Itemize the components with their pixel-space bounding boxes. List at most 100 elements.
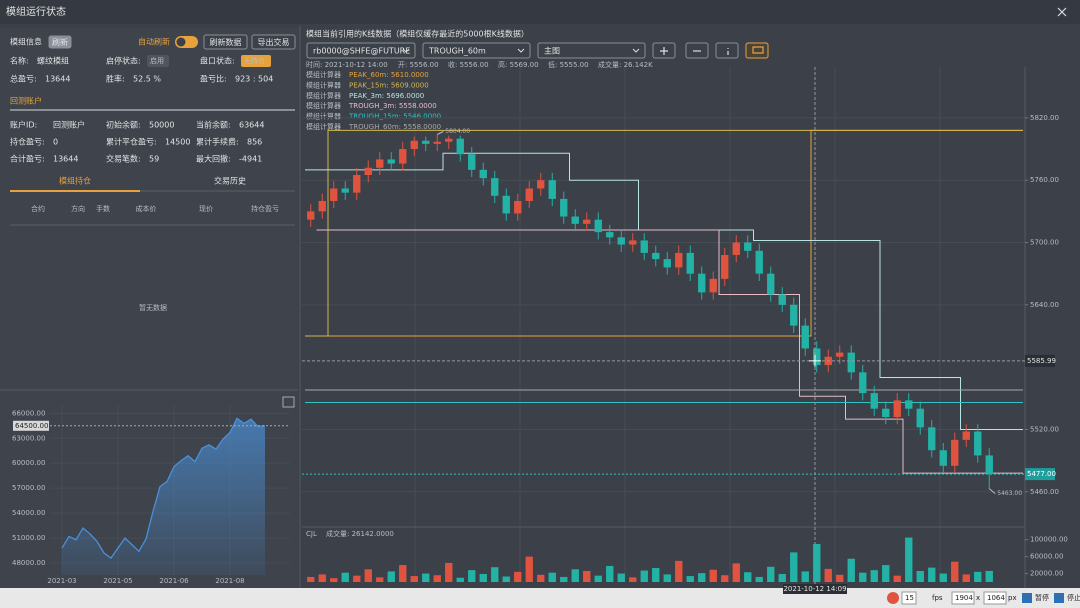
volume-bar	[502, 576, 510, 582]
tool-button[interactable]	[745, 42, 769, 59]
field-value: 923 : 504	[235, 75, 273, 84]
candle-body	[606, 232, 614, 238]
field-label: 当前余额:	[196, 120, 231, 130]
volume-bar	[456, 577, 464, 582]
volume-bar	[537, 574, 545, 582]
volume-bar	[859, 572, 867, 582]
field-value: 无持仓	[244, 56, 265, 65]
y-tick-label: 51000.00	[12, 534, 45, 542]
legend-prefix: 模组计算器	[306, 112, 341, 121]
volume-bar	[479, 573, 487, 582]
candle-body	[376, 159, 384, 168]
candle-body	[629, 240, 637, 245]
select-caret	[517, 48, 525, 53]
current-price-box	[1025, 468, 1055, 481]
field-value: 14500	[165, 138, 190, 147]
volume-bar	[399, 565, 407, 582]
volume-bar	[445, 562, 453, 582]
legend-prefix: 模组计算器	[306, 91, 341, 100]
volume-bar	[491, 567, 499, 582]
crosshair-price: 5585.99	[1027, 357, 1056, 365]
title-bar	[0, 0, 1080, 24]
field-label: 累计平仓盈亏:	[106, 137, 157, 147]
ohlc-info: 高: 5569.00	[498, 60, 539, 69]
volume-bar	[410, 576, 418, 582]
volume-bar	[732, 563, 740, 582]
candle-body	[778, 294, 786, 305]
ohlc-info: 时间: 2021-10-12 14:00	[306, 60, 388, 69]
zoom-button[interactable]	[282, 396, 295, 408]
candle-body	[709, 278, 717, 293]
close-button[interactable]	[1057, 7, 1067, 17]
volume-bar	[571, 569, 579, 582]
candle-body	[410, 140, 418, 150]
volume-bar	[951, 561, 959, 582]
stop-icon[interactable]	[1054, 593, 1064, 603]
candle-body	[537, 180, 545, 189]
tab[interactable]: 模组持仓	[59, 176, 91, 186]
y-tick-label: 54000.00	[12, 509, 45, 517]
ohlc-info: 成交量: 26.142K	[598, 60, 653, 69]
candle-body	[882, 408, 890, 417]
status-text: fps	[932, 594, 943, 602]
select-box[interactable]	[306, 42, 416, 59]
field-label: 胜率:	[106, 74, 125, 84]
select-box[interactable]	[422, 42, 531, 59]
field-value: 50000	[149, 121, 174, 130]
volume-bar	[433, 575, 441, 582]
status-field	[951, 591, 975, 605]
field-label: 盘口状态:	[200, 56, 235, 66]
ohlc-info: 开: 5556.00	[398, 61, 439, 69]
tool-icon	[660, 47, 668, 55]
candle-body	[560, 198, 568, 217]
current-box	[13, 420, 49, 431]
refresh-data-button-box[interactable]	[203, 34, 248, 50]
candle-body	[571, 216, 579, 224]
volume-bar	[813, 543, 821, 582]
tool-icon	[752, 46, 764, 54]
tab[interactable]: 交易历史	[214, 176, 246, 186]
candle-body	[548, 180, 556, 199]
candle-body	[744, 242, 752, 251]
field-label: 交易笔数:	[106, 154, 141, 164]
equity-area	[62, 418, 265, 575]
candle-body	[318, 200, 326, 212]
status-bar	[0, 588, 1080, 608]
y-tick-label: 5520.00	[1030, 425, 1059, 433]
refresh-button-box[interactable]	[48, 35, 72, 49]
volume-bar	[617, 573, 625, 582]
candle-body	[663, 259, 671, 268]
annotation: 5804.00	[445, 128, 470, 135]
select-value: rb0000@SHFE@FUTURE	[313, 47, 410, 56]
candle-body	[916, 408, 924, 428]
volume-bar	[870, 570, 878, 582]
candle-body	[502, 195, 510, 214]
volume-bar	[916, 571, 924, 582]
field-label: 初始余额:	[106, 120, 141, 130]
legend-entry: TROUGH_15m: 5546.0000	[348, 113, 441, 121]
y-tick-label: 57000.00	[12, 484, 45, 492]
candle-body	[847, 352, 855, 373]
crosshair-time-box	[783, 584, 847, 594]
status-field	[901, 591, 917, 605]
volume-bar	[583, 571, 591, 582]
select-caret	[402, 48, 410, 53]
select-box[interactable]	[537, 42, 646, 59]
refresh-data-button: 刷新数据	[210, 37, 242, 47]
export-button-box[interactable]	[251, 34, 296, 50]
section-heading: 回测账户	[10, 96, 42, 106]
chart-title: 模组当前引用的K线数据（模组仅缓存最近的5000根K线数据）	[306, 29, 529, 39]
field-value: 回测账户	[53, 120, 85, 130]
field-value: 59	[149, 155, 159, 164]
pause-icon[interactable]	[1022, 593, 1032, 603]
tool-button[interactable]	[715, 42, 739, 59]
volume-bar	[905, 537, 913, 582]
candle-body	[928, 427, 936, 451]
y-tick-label: 48000.00	[12, 559, 45, 567]
indicator-line	[316, 229, 1023, 474]
y-tick-label: 60000.00	[1030, 553, 1063, 561]
volume-bar	[594, 575, 602, 582]
select-caret	[632, 48, 640, 53]
crosshair-time: 2021-10-12 14:09	[783, 585, 846, 593]
candle-body	[307, 211, 315, 220]
